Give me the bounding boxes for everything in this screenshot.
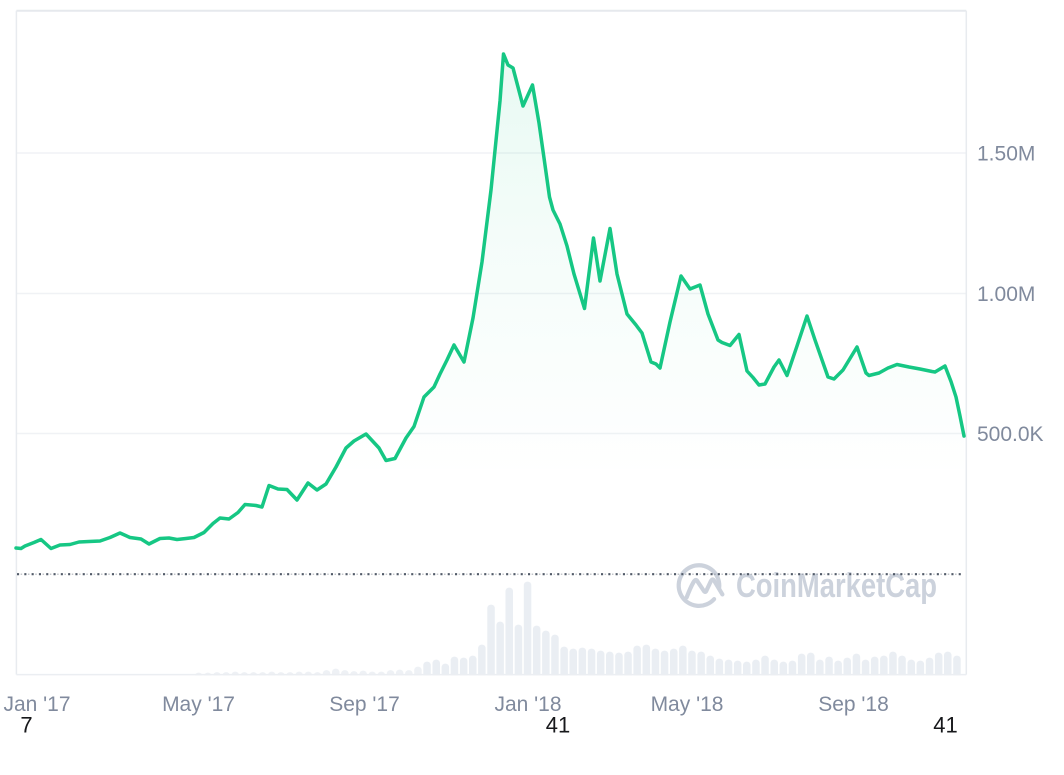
svg-text:May '17: May '17 — [162, 693, 235, 716]
svg-text:Sep '18: Sep '18 — [818, 693, 889, 716]
svg-text:500.0K: 500.0K — [977, 423, 1044, 446]
svg-text:7: 7 — [20, 713, 32, 738]
svg-text:Jan '17: Jan '17 — [3, 693, 70, 716]
svg-text:Jan '18: Jan '18 — [494, 693, 561, 716]
svg-text:May '18: May '18 — [651, 693, 724, 716]
svg-text:41: 41 — [546, 713, 570, 738]
svg-text:41: 41 — [933, 713, 957, 738]
svg-text:1.50M: 1.50M — [977, 143, 1035, 166]
svg-text:Sep '17: Sep '17 — [329, 693, 400, 716]
svg-text:1.00M: 1.00M — [977, 283, 1035, 306]
